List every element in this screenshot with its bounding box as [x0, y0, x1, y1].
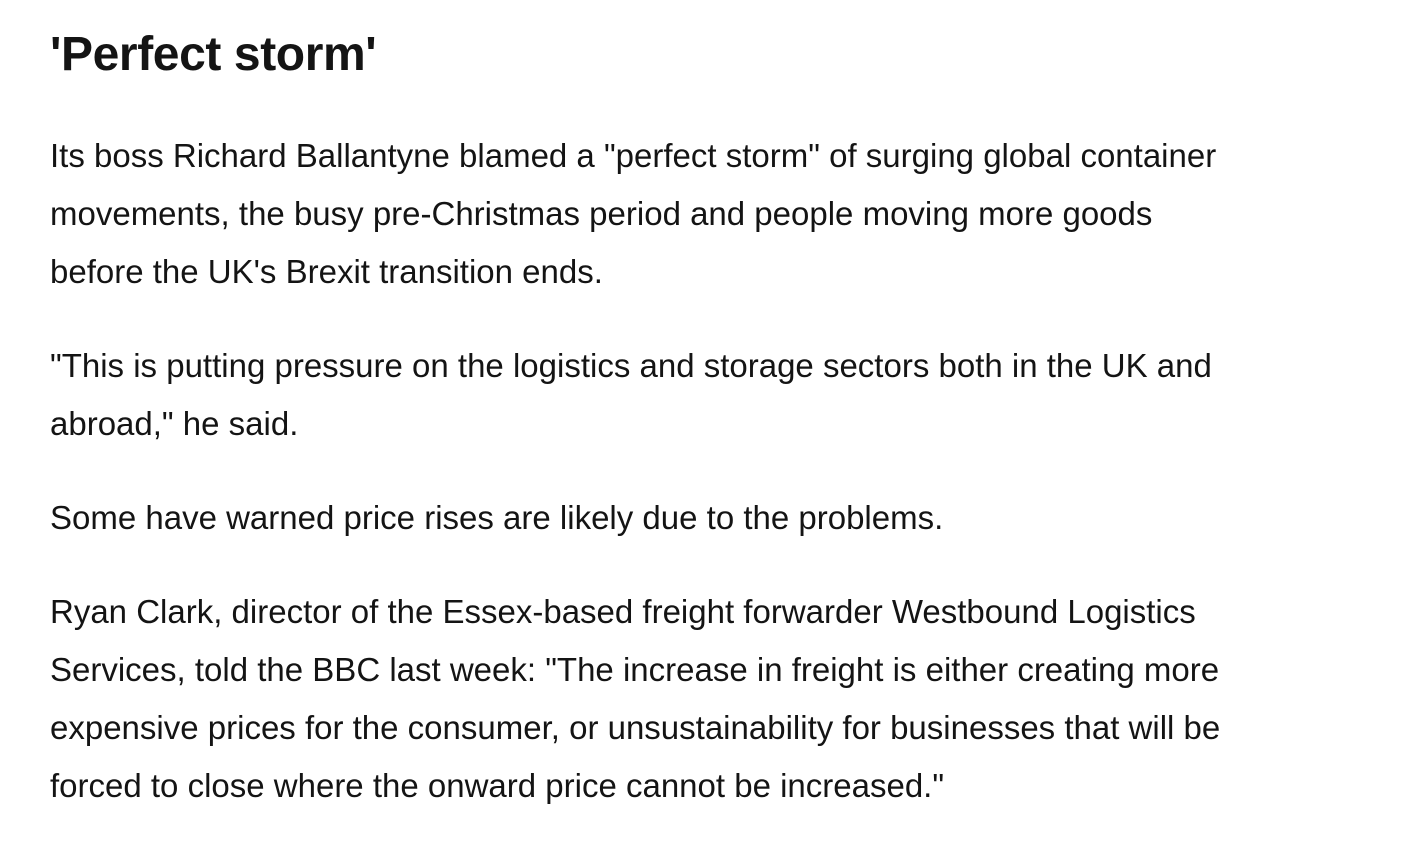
paragraph-pressure-quote: "This is putting pressure on the logisti… [50, 337, 1360, 453]
paragraph-line: abroad," he said. [50, 405, 299, 442]
section-heading: 'Perfect storm' [50, 28, 377, 81]
paragraph-line: Services, told the BBC last week: "The i… [50, 651, 1220, 688]
paragraph-line: forced to close where the onward price c… [50, 767, 945, 804]
paragraph-line: Its boss Richard Ballantyne blamed a "pe… [50, 137, 1217, 174]
paragraph-line: movements, the busy pre-Christmas period… [50, 195, 1153, 232]
paragraph-line: before the UK's Brexit transition ends. [50, 253, 603, 290]
paragraph-line: expensive prices for the consumer, or un… [50, 709, 1221, 746]
paragraph-ballantyne-quote: Its boss Richard Ballantyne blamed a "pe… [50, 127, 1360, 301]
paragraph-line: Some have warned price rises are likely … [50, 499, 944, 536]
paragraph-price-rises: Some have warned price rises are likely … [50, 489, 1360, 547]
paragraph-line: "This is putting pressure on the logisti… [50, 347, 1212, 384]
paragraph-clark-quote: Ryan Clark, director of the Essex-based … [50, 583, 1360, 815]
paragraph-line: Ryan Clark, director of the Essex-based … [50, 593, 1196, 630]
